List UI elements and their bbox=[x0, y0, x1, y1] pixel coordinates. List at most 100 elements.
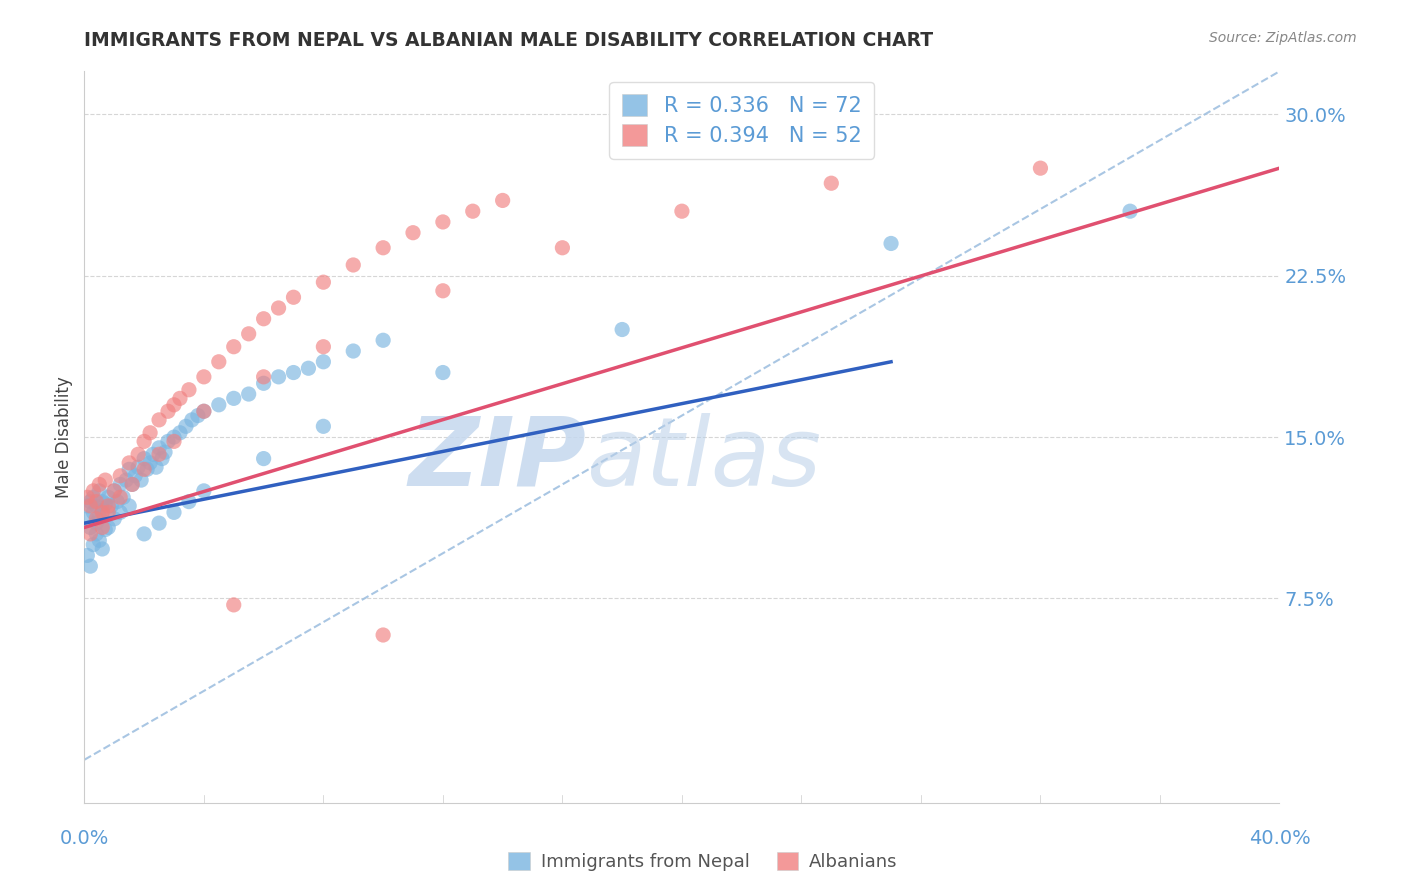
Point bbox=[157, 404, 180, 418]
Point bbox=[118, 499, 141, 513]
Point bbox=[193, 404, 215, 418]
Point bbox=[177, 383, 200, 397]
Point bbox=[177, 494, 200, 508]
Point bbox=[174, 419, 197, 434]
Point bbox=[163, 505, 186, 519]
Legend: R = 0.336   N = 72, R = 0.394   N = 52: R = 0.336 N = 72, R = 0.394 N = 52 bbox=[609, 82, 875, 159]
Legend: Immigrants from Nepal, Albanians: Immigrants from Nepal, Albanians bbox=[501, 845, 905, 879]
Point bbox=[91, 541, 114, 556]
Point bbox=[110, 468, 132, 483]
Point bbox=[432, 215, 454, 229]
Point bbox=[222, 340, 245, 354]
Text: IMMIGRANTS FROM NEPAL VS ALBANIAN MALE DISABILITY CORRELATION CHART: IMMIGRANTS FROM NEPAL VS ALBANIAN MALE D… bbox=[84, 31, 934, 50]
Point bbox=[124, 468, 146, 483]
Point bbox=[110, 477, 132, 491]
Point bbox=[136, 462, 159, 476]
Point bbox=[238, 387, 260, 401]
Point bbox=[148, 441, 170, 455]
Point bbox=[97, 499, 120, 513]
Point bbox=[312, 355, 335, 369]
Point bbox=[145, 460, 167, 475]
Point bbox=[76, 499, 98, 513]
Point bbox=[373, 241, 395, 255]
Point bbox=[148, 413, 170, 427]
Point bbox=[373, 628, 395, 642]
Text: atlas: atlas bbox=[586, 412, 821, 506]
Point bbox=[94, 497, 117, 511]
Point bbox=[283, 366, 305, 380]
Point bbox=[132, 451, 156, 466]
Point bbox=[187, 409, 209, 423]
Point bbox=[82, 491, 104, 505]
Point bbox=[132, 462, 156, 476]
Point bbox=[82, 538, 104, 552]
Y-axis label: Male Disability: Male Disability bbox=[55, 376, 73, 498]
Point bbox=[461, 204, 484, 219]
Point bbox=[671, 204, 693, 219]
Point bbox=[1029, 161, 1052, 176]
Point bbox=[253, 451, 276, 466]
Point bbox=[115, 473, 138, 487]
Point bbox=[86, 516, 108, 530]
Point bbox=[163, 430, 186, 444]
Point bbox=[193, 483, 215, 498]
Text: ZIP: ZIP bbox=[408, 412, 586, 506]
Point bbox=[79, 527, 101, 541]
Point bbox=[153, 445, 176, 459]
Point bbox=[89, 533, 111, 548]
Point bbox=[222, 392, 245, 406]
Point bbox=[820, 176, 842, 190]
Point bbox=[551, 241, 574, 255]
Point bbox=[110, 491, 132, 505]
Point bbox=[76, 512, 98, 526]
Point bbox=[103, 483, 125, 498]
Point bbox=[222, 598, 245, 612]
Point bbox=[105, 494, 128, 508]
Point bbox=[238, 326, 260, 341]
Point bbox=[79, 559, 101, 574]
Point bbox=[148, 516, 170, 530]
Point bbox=[342, 344, 364, 359]
Point bbox=[127, 447, 149, 461]
Point bbox=[121, 477, 143, 491]
Text: 40.0%: 40.0% bbox=[1249, 829, 1310, 847]
Point bbox=[157, 434, 180, 449]
Point bbox=[89, 509, 111, 524]
Point bbox=[373, 333, 395, 347]
Point bbox=[193, 404, 215, 418]
Point bbox=[612, 322, 634, 336]
Point bbox=[208, 398, 231, 412]
Point bbox=[97, 520, 120, 534]
Point bbox=[79, 520, 101, 534]
Point bbox=[283, 290, 305, 304]
Point bbox=[121, 477, 143, 491]
Point bbox=[150, 451, 173, 466]
Point bbox=[91, 494, 114, 508]
Point bbox=[112, 491, 135, 505]
Point bbox=[79, 494, 101, 508]
Point bbox=[91, 505, 114, 519]
Point bbox=[193, 369, 215, 384]
Point bbox=[91, 503, 114, 517]
Point bbox=[169, 425, 191, 440]
Point bbox=[91, 520, 114, 534]
Point bbox=[181, 413, 204, 427]
Point bbox=[169, 392, 191, 406]
Point bbox=[312, 340, 335, 354]
Point bbox=[89, 483, 111, 498]
Point bbox=[103, 512, 125, 526]
Point bbox=[402, 226, 425, 240]
Point bbox=[1119, 204, 1142, 219]
Point bbox=[297, 361, 319, 376]
Point bbox=[492, 194, 515, 208]
Point bbox=[432, 366, 454, 380]
Point bbox=[312, 275, 335, 289]
Point bbox=[208, 355, 231, 369]
Point bbox=[432, 284, 454, 298]
Point bbox=[127, 460, 149, 475]
Point bbox=[86, 527, 108, 541]
Point bbox=[132, 434, 156, 449]
Point bbox=[253, 311, 276, 326]
Point bbox=[880, 236, 903, 251]
Point bbox=[132, 527, 156, 541]
